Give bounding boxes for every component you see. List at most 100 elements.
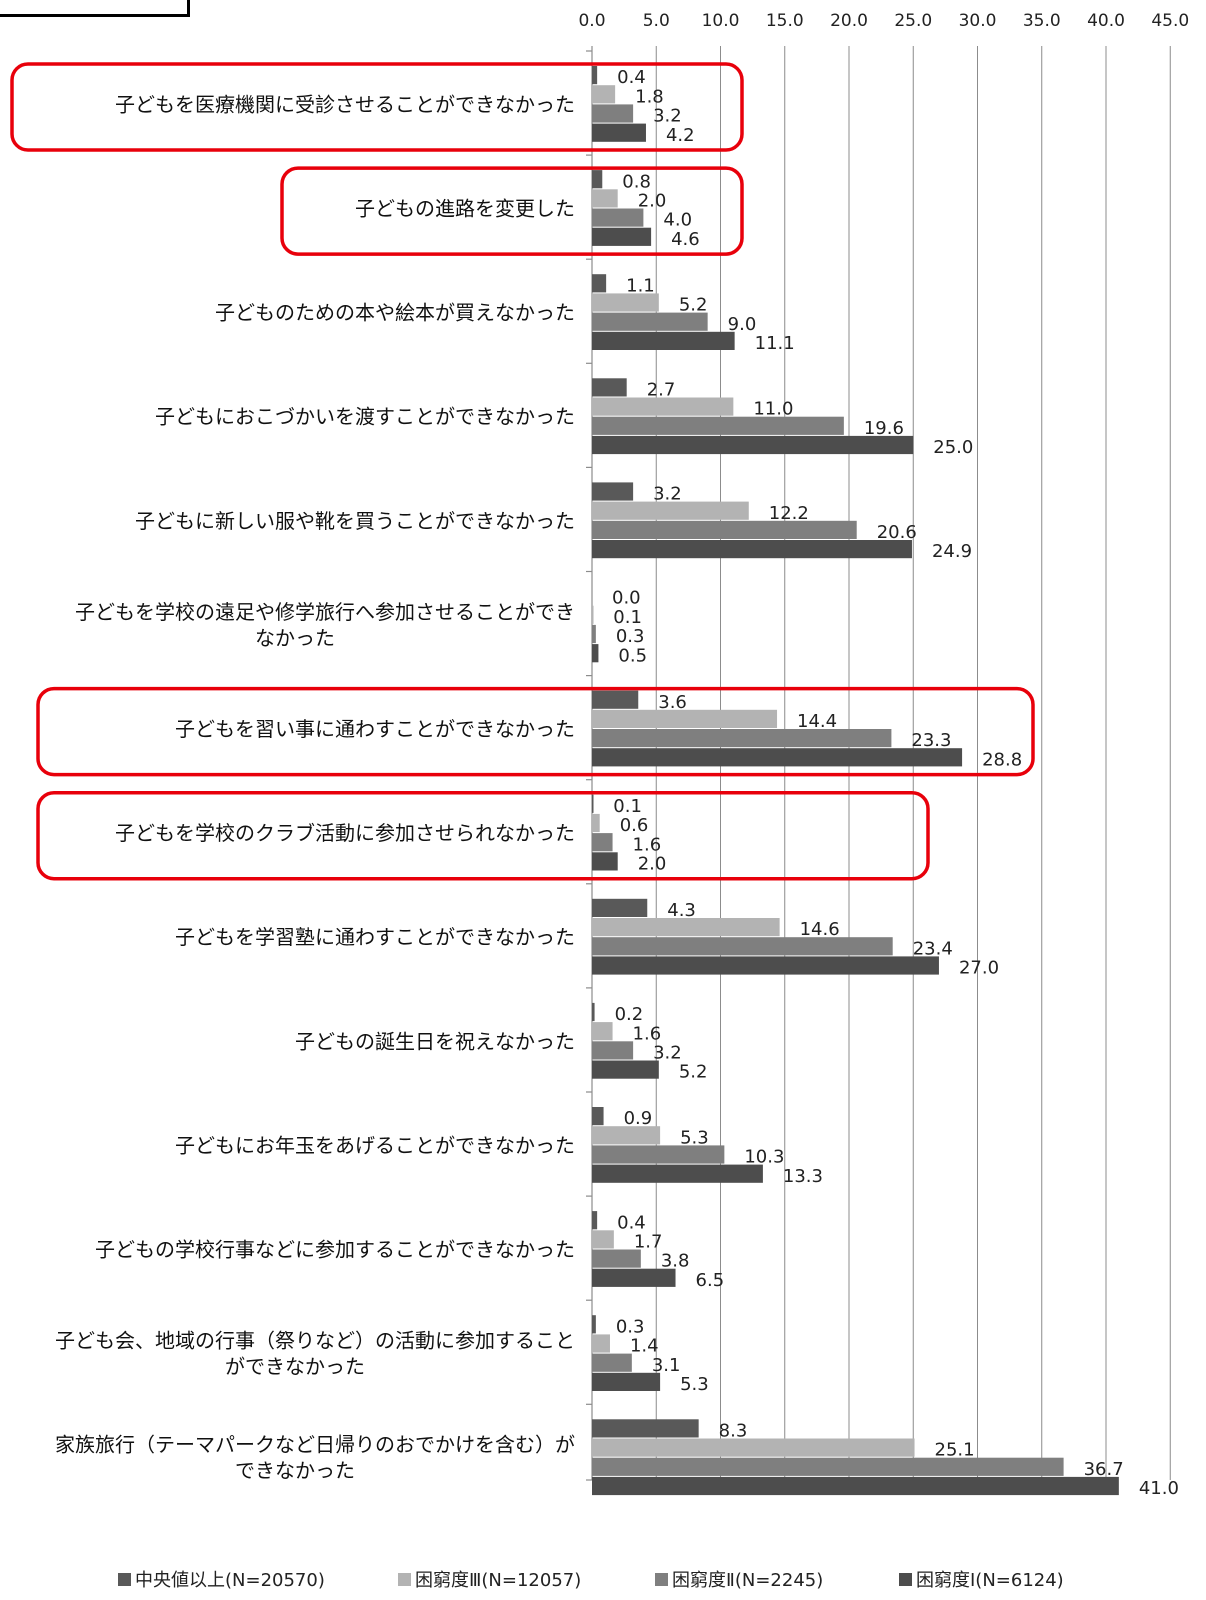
bar-value-label: 3.2 — [653, 484, 682, 505]
x-tick-label: 20.0 — [830, 11, 868, 31]
legend-label: 困窮度Ⅰ(N=6124) — [916, 1570, 1064, 1591]
bar-value-label: 19.6 — [864, 418, 904, 439]
legend-label: 困窮度Ⅱ(N=2245) — [672, 1570, 823, 1591]
highlight-box — [10, 62, 744, 152]
bar-value-label: 41.0 — [1139, 1478, 1179, 1499]
bar — [592, 227, 652, 246]
bar-value-label: 20.6 — [877, 522, 917, 543]
bar-value-label: 3.6 — [658, 692, 687, 713]
bar — [592, 898, 648, 917]
bar — [592, 709, 778, 728]
bar — [592, 274, 607, 293]
category-label: 子どもの進路を変更した — [355, 197, 575, 221]
bar — [592, 1002, 595, 1022]
bar-value-label: 5.2 — [679, 1062, 708, 1083]
bar-value-label: 1.8 — [635, 86, 664, 107]
bar — [592, 1353, 632, 1372]
bar — [592, 833, 613, 852]
bar — [592, 170, 603, 189]
bar — [592, 85, 616, 104]
bar — [592, 1164, 763, 1183]
bar-value-label: 0.4 — [617, 67, 646, 88]
bar — [592, 1315, 596, 1334]
x-tick-label: 25.0 — [894, 11, 932, 31]
bar — [592, 397, 734, 416]
bar — [592, 123, 646, 142]
bar — [592, 378, 627, 397]
category-label: 子どものための本や絵本が買えなかった — [215, 301, 575, 325]
bar-value-label: 23.3 — [911, 730, 951, 751]
bar — [592, 1211, 598, 1230]
bar-value-label: 2.0 — [638, 191, 667, 212]
bar-value-label: 1.4 — [630, 1336, 659, 1357]
category-label: 子どもに新しい服や靴を買うことができなかった — [135, 509, 575, 533]
bar-value-label: 23.4 — [913, 938, 953, 959]
corner-frame — [0, 0, 190, 17]
bar — [592, 605, 594, 624]
category-label: 子どもを学習塾に通わすことができなかった — [175, 925, 575, 949]
bar-value-label: 3.2 — [653, 106, 682, 127]
bar-value-label: 0.0 — [612, 588, 641, 609]
bar — [592, 1126, 661, 1145]
bar-value-label: 10.3 — [744, 1147, 784, 1168]
bar — [592, 1268, 676, 1287]
bar-value-label: 8.3 — [719, 1421, 748, 1442]
category-label: 子どもを学校の遠足や修学旅行へ参加させることができ — [75, 600, 575, 624]
bar-value-label: 0.1 — [613, 796, 642, 817]
bar — [592, 1249, 641, 1268]
bar-value-label: 0.1 — [613, 607, 642, 628]
bar-value-label: 25.1 — [935, 1440, 975, 1461]
bar — [592, 1476, 1119, 1496]
bar — [592, 1334, 610, 1353]
bar-value-label: 2.0 — [638, 854, 667, 875]
bar-value-label: 4.3 — [667, 900, 696, 921]
bar-value-label: 3.1 — [652, 1355, 681, 1376]
bar — [592, 482, 634, 501]
bar — [592, 729, 892, 748]
category-label: できなかった — [235, 1459, 355, 1483]
legend-swatch — [398, 1573, 411, 1586]
x-tick-label: 40.0 — [1087, 11, 1125, 31]
category-label: 子どもを医療機関に受診させることができなかった — [115, 92, 575, 116]
legend-label: 困窮度Ⅲ(N=12057) — [415, 1570, 581, 1591]
bar-value-label: 1.7 — [634, 1232, 663, 1253]
bar-value-label: 4.0 — [663, 210, 692, 231]
bar-value-label: 5.3 — [680, 1374, 709, 1395]
bar — [592, 1372, 661, 1391]
category-label: 子どもを習い事に通わすことができなかった — [175, 717, 575, 741]
bar-value-label: 2.7 — [647, 380, 676, 401]
bar-value-label: 24.9 — [932, 541, 972, 562]
bar — [592, 1457, 1064, 1476]
bar — [592, 104, 634, 123]
legend-swatch — [655, 1573, 668, 1586]
bar — [592, 293, 659, 312]
bar-value-label: 12.2 — [769, 503, 809, 524]
bar-value-label: 11.0 — [753, 399, 793, 420]
bar-value-label: 1.6 — [633, 1023, 662, 1044]
bar-value-label: 14.6 — [800, 919, 840, 940]
bar-value-label: 1.1 — [626, 275, 655, 296]
bar-value-label: 13.3 — [783, 1166, 823, 1187]
bar-value-label: 28.8 — [982, 749, 1022, 770]
highlight-box — [36, 790, 930, 881]
bar-value-label: 0.4 — [617, 1212, 646, 1233]
category-label: 子ども会、地域の行事（祭りなど）の活動に参加すること — [55, 1329, 575, 1353]
bar — [592, 331, 735, 350]
bar-value-label: 5.2 — [679, 295, 708, 316]
bar — [592, 312, 708, 331]
bar-value-label: 3.2 — [653, 1043, 682, 1064]
bar-value-label: 4.2 — [666, 125, 695, 146]
x-tick-label: 10.0 — [702, 11, 740, 31]
bar-value-label: 9.0 — [728, 314, 757, 335]
category-label: 子どもの誕生日を祝えなかった — [295, 1029, 575, 1053]
category-label: 子どもにお年玉をあげることができなかった — [175, 1133, 575, 1157]
category-label: ができなかった — [225, 1355, 365, 1379]
bar — [592, 189, 618, 208]
category-label: 子どもにおこづかいを渡すことができなかった — [155, 405, 575, 429]
bar — [592, 1438, 915, 1457]
bar — [592, 540, 912, 559]
bar — [592, 501, 749, 520]
bar-value-label: 36.7 — [1084, 1459, 1124, 1480]
bar-value-label: 0.3 — [616, 626, 645, 647]
